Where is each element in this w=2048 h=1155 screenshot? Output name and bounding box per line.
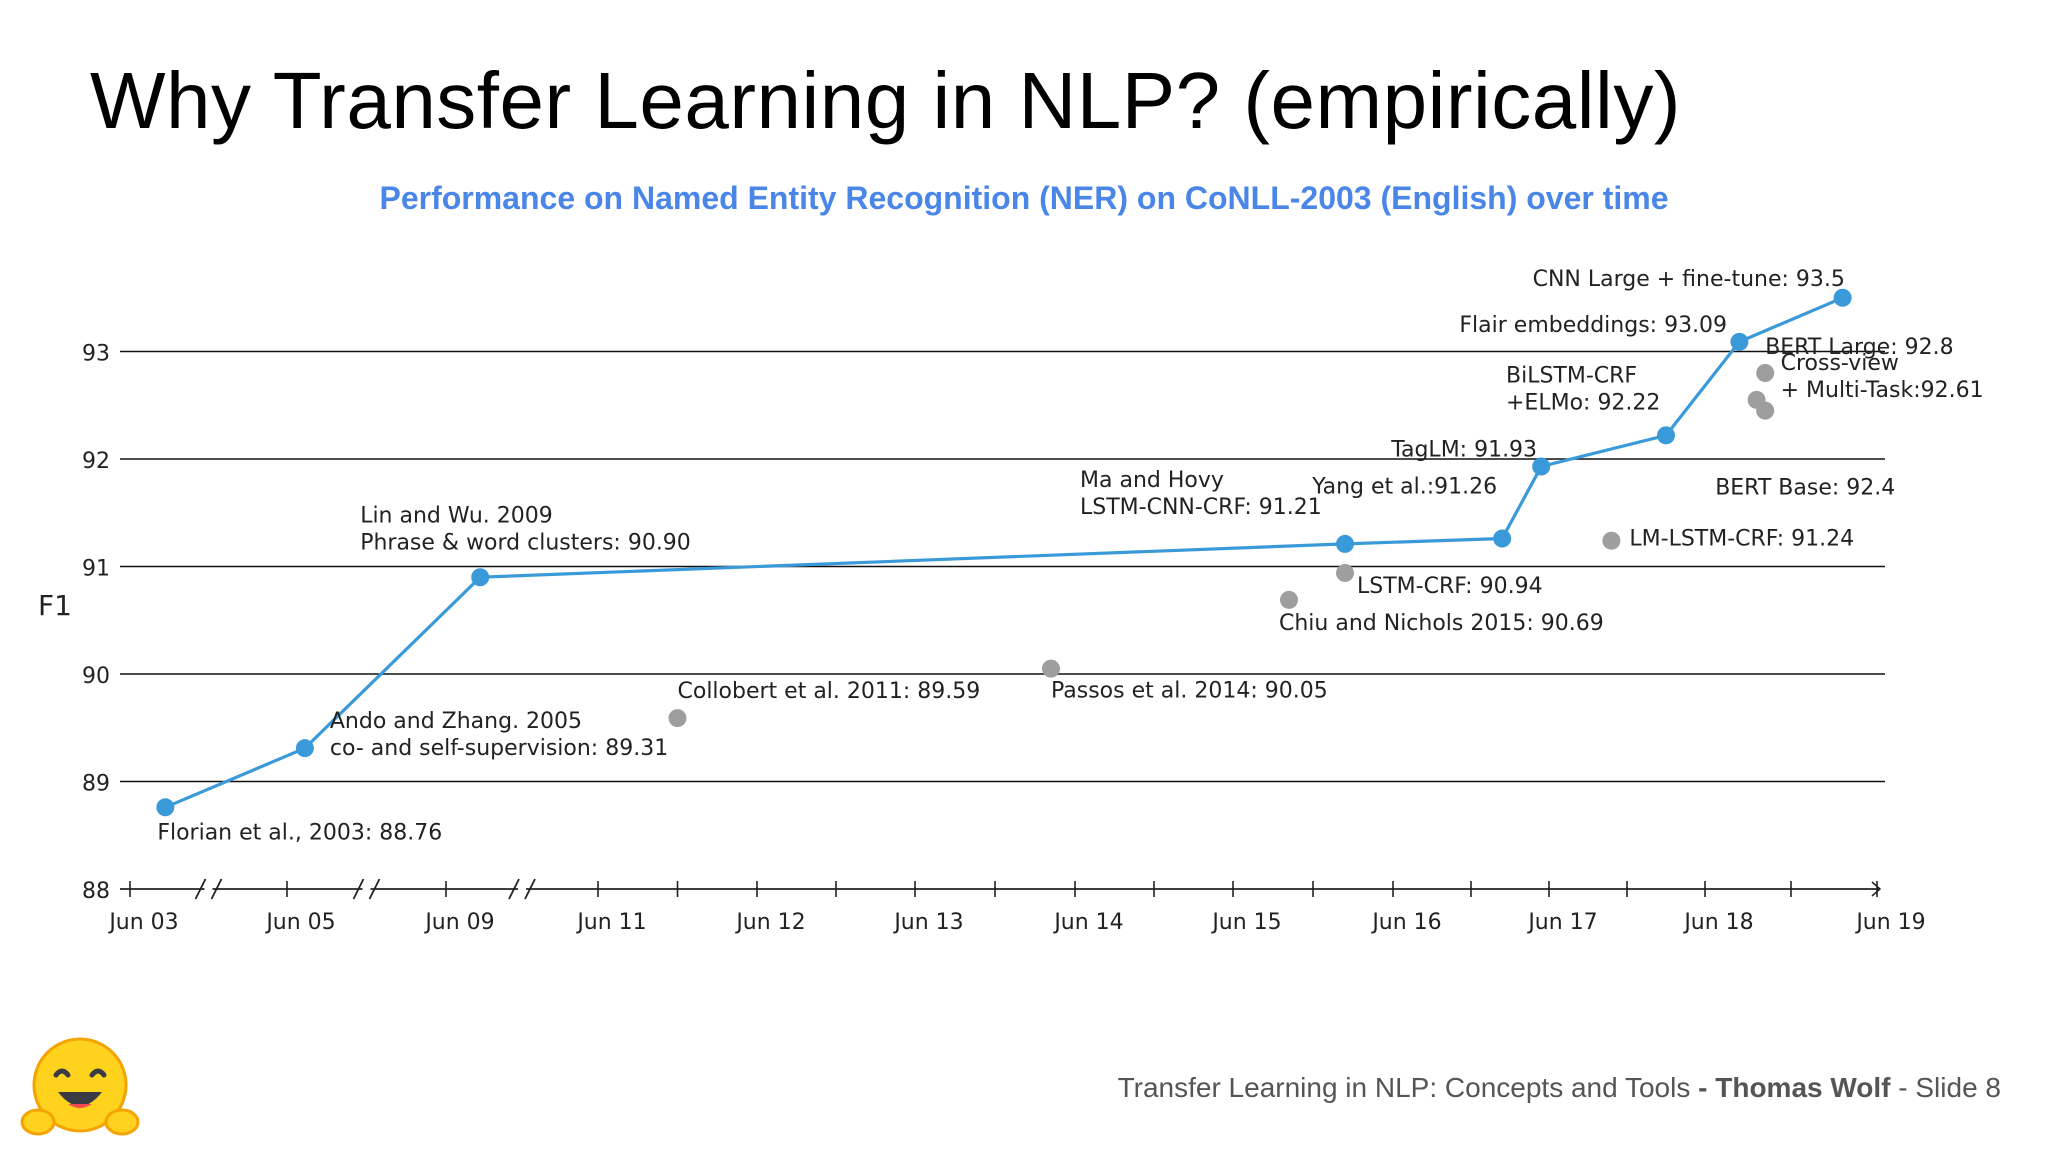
x-axis: Jun 03 Jun 05 Jun 09 Jun 11 Jun 12 Jun 13 Jun … [107,878,1926,935]
data-label: Collobert et al. 2011: 89.59 [678,679,981,704]
line-point [1833,288,1852,307]
y-tick-label: 92 [82,449,110,474]
axis-break-mark [194,878,207,900]
data-series [156,288,1852,817]
line-point [471,568,490,587]
axis-break-mark [210,878,223,900]
x-tick-label: Jun 14 [1052,910,1123,935]
data-label: BERT Large: 92.8 [1765,335,1953,360]
x-tick-label: Jun 16 [1370,910,1441,935]
data-label: Ma and Hovy [1080,468,1224,493]
scatter-point [1042,659,1060,678]
line-point [156,798,175,817]
data-label: LSTM-CNN-CRF: 91.21 [1080,495,1322,520]
data-label: Phrase & word clusters: 90.90 [360,530,691,555]
slide-footer: Transfer Learning in NLP: Concepts and T… [1118,1072,2001,1104]
data-label: Cross-view [1781,351,1899,376]
ner-f1-chart: Jun 03 Jun 05 Jun 09 Jun 11 Jun 12 Jun 13 Jun … [38,267,1984,935]
x-axis-arrow [1871,881,1882,897]
footer-slide-number: - Slide 8 [1890,1072,2001,1103]
data-label: BERT Base: 92.4 [1715,476,1895,501]
data-label: Ando and Zhang. 2005 [330,709,582,734]
data-label: BiLSTM-CRF [1506,363,1637,388]
x-tick-label: Jun 17 [1526,910,1597,935]
x-tick-label: Jun 19 [1854,910,1925,935]
slide-title: Why Transfer Learning in NLP? (empirical… [90,56,1681,145]
x-tick-label: Jun 18 [1682,910,1753,935]
data-label: LM-LSTM-CRF: 91.24 [1629,527,1854,552]
line-point [1657,426,1675,445]
axis-break-mark [524,878,536,900]
x-tick-label: Jun 12 [734,910,805,935]
data-labels: Florian et al., 2003: 88.76 Ando and Zhan… [157,267,1983,846]
axis-break-gap [204,887,213,891]
x-tick-label: Jun 03 [107,910,178,935]
data-label: Yang et al.:91.26 [1311,475,1497,500]
scatter-point [668,709,687,728]
data-label: + Multi-Task:92.61 [1781,378,1984,403]
gridlines [120,350,1885,783]
scatter-point [1756,364,1775,382]
line-point [1493,529,1512,548]
data-label: +ELMo: 92.22 [1506,390,1660,415]
line-point [1730,332,1749,351]
data-label: Lin and Wu. 2009 [360,503,553,528]
line-point [295,739,314,758]
axis-break-mark [352,878,365,900]
scatter-point [1602,531,1621,550]
data-label: LSTM-CRF: 90.94 [1357,574,1543,599]
data-label: Chiu and Nichols 2015: 90.69 [1279,611,1604,636]
scatter-point [1336,563,1354,582]
scatter-point [1280,590,1298,609]
y-tick-label: 91 [82,557,110,582]
data-label: TagLM: 91.93 [1390,438,1537,463]
x-tick-label: Jun 11 [575,910,646,935]
line-point [1336,534,1354,553]
x-tick-label: Jun 13 [892,910,963,935]
line-point [1532,457,1551,476]
chart-subtitle: Performance on Named Entity Recognition … [379,180,1669,216]
y-tick-label: 88 [82,879,110,904]
hugging-face-emoji-icon [20,1030,140,1155]
scatter-point [1756,401,1775,420]
axis-break-gap [518,887,526,891]
x-tick-label: Jun 05 [264,910,335,935]
data-label: Florian et al., 2003: 88.76 [157,820,442,845]
axis-break-gap [362,887,371,891]
footer-text: Transfer Learning in NLP: Concepts and T… [1117,1072,1691,1103]
x-tick-label: Jun 15 [1210,910,1281,935]
y-tick-label: 90 [82,664,110,689]
y-axis-ticks: 88 89 90 91 92 93 F1 [38,342,110,905]
axis-break-mark [508,878,520,900]
data-label: CNN Large + fine-tune: 93.5 [1533,267,1845,292]
axis-break-mark [368,878,381,900]
y-axis-label: F1 [38,589,72,622]
y-tick-label: 89 [82,772,110,797]
data-label: Flair embeddings: 93.09 [1459,313,1727,338]
data-label: co- and self-supervision: 89.31 [330,736,668,761]
data-label: Passos et al. 2014: 90.05 [1051,679,1328,704]
footer-author: Thomas Wolf [1715,1072,1891,1103]
footer-separator: - [1690,1072,1716,1103]
x-tick-label: Jun 09 [423,910,494,935]
y-tick-label: 93 [82,342,110,367]
